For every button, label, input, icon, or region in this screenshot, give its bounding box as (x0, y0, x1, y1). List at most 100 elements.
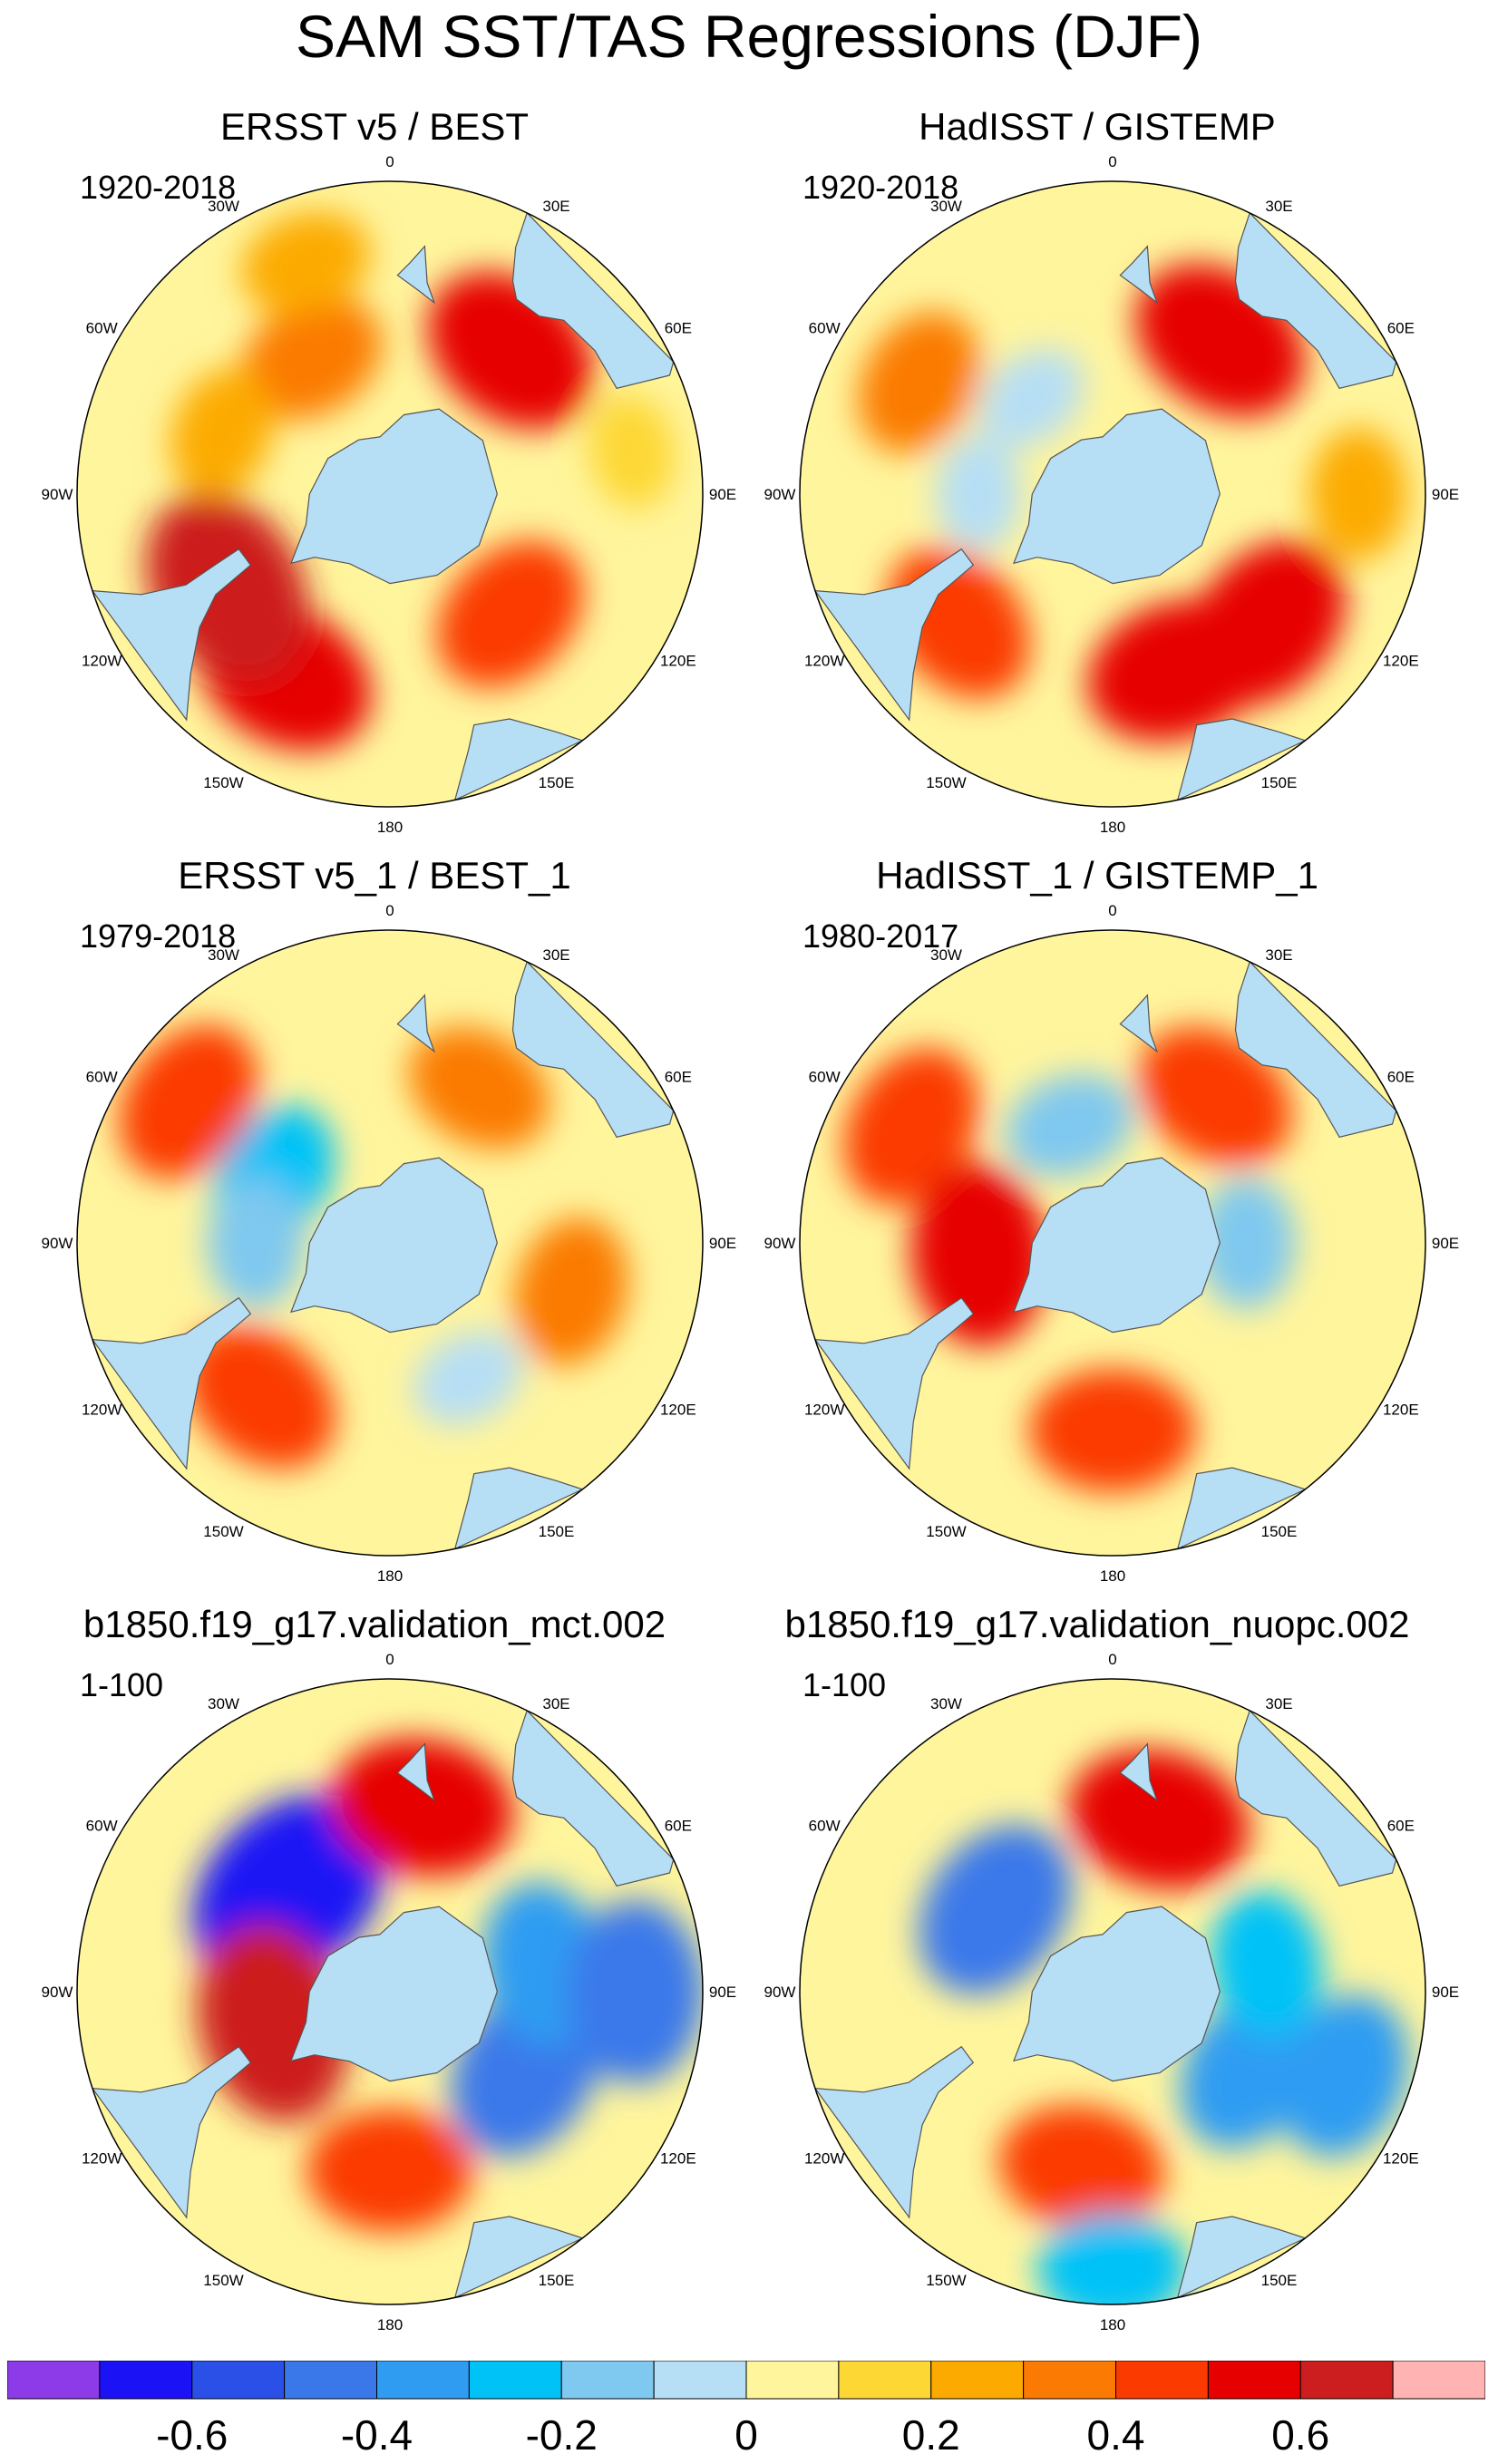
map-panel: b1850.f19_g17.validation_nuopc.002 0 30E 6… (723, 1498, 1472, 2333)
longitude-label: 30E (542, 1695, 569, 1712)
australia-landmass (1234, 211, 1397, 390)
south-america-landmass (813, 1296, 975, 1470)
antarctica-landmass (290, 1157, 498, 1334)
colorbar-swatch (1023, 2361, 1116, 2400)
anomaly-region (588, 393, 676, 509)
period-label: 1979-2018 (80, 917, 237, 955)
colorbar-swatch (1207, 2361, 1301, 2400)
map-boundary (76, 180, 704, 808)
anomaly-region (306, 2109, 473, 2233)
anomaly-region (1309, 428, 1408, 560)
longitude-label: 180 (377, 2316, 403, 2333)
anomaly-region (568, 1899, 703, 2084)
map-panel: ERSST v5 / BEST 0 30E 60E 90E 120E 150E 180 150… (0, 0, 749, 836)
colorbar-swatch (191, 2361, 286, 2400)
longitude-label: 60E (665, 1818, 692, 1835)
longitude-label: 120E (660, 2150, 696, 2168)
colorbar-tick-label: 0.2 (902, 2411, 960, 2459)
longitude-label: 30W (208, 198, 239, 215)
map-panel: HadISST_1 / GISTEMP_1 0 30E 60E 90E 120E 150E… (723, 749, 1472, 1585)
longitude-label: 150W (203, 774, 243, 791)
colorbar-tick-label: -0.6 (156, 2411, 228, 2459)
panel-title: ERSST v5_1 / BEST_1 (178, 854, 571, 897)
polar-map: 0 30E 60E 90E 120E 150E 180 150W 120W 90W 60W 30W (42, 902, 737, 1585)
anomaly-region (998, 2105, 1164, 2230)
longitude-label: 150E (1261, 774, 1298, 791)
map-panel: b1850.f19_g17.validation_mct.002 0 30E 60E… (0, 1498, 749, 2333)
longitude-label: 30W (208, 1695, 239, 1712)
longitude-label: 90W (42, 1984, 73, 2001)
anomaly-region (1211, 1890, 1323, 2039)
new-zealand-landmass (1119, 994, 1159, 1053)
colorbar-swatch (1392, 2361, 1485, 2400)
longitude-label: 90E (709, 1235, 736, 1252)
map-boundary (76, 1678, 704, 2305)
anomaly-region (843, 1048, 979, 1206)
colorbar-swatch (7, 2361, 101, 2400)
australia-landmass (1234, 1709, 1397, 1887)
australia-landmass (511, 1709, 675, 1887)
longitude-label: 150W (926, 2272, 966, 2289)
polar-map: 0 30E 60E 90E 120E 150E 180 150W 120W 90W 60W 30W (42, 153, 737, 836)
new-zealand-landmass (396, 245, 436, 305)
polar-map: 0 30E 60E 90E 120E 150E 180 150W 120W 90W 60W 30W (764, 902, 1460, 1585)
anomaly-region (241, 211, 371, 315)
new-zealand-landmass (1119, 245, 1159, 305)
colorbar-swatch (1115, 2361, 1209, 2400)
longitude-label: 180 (1100, 819, 1125, 836)
longitude-label: 150E (1261, 1523, 1298, 1540)
longitude-label: 150W (926, 774, 966, 791)
map-boundary (799, 929, 1426, 1557)
period-label: 1980-2017 (802, 917, 959, 955)
anomaly-region (910, 1162, 1047, 1346)
longitude-label: 90E (1432, 1984, 1459, 2001)
new-zealand-landmass (396, 1742, 436, 1802)
south-america-landmass (813, 2045, 975, 2219)
longitude-label: 120E (1383, 1402, 1419, 1419)
longitude-label: 60E (665, 320, 692, 337)
longitude-label: 0 (1108, 153, 1116, 170)
colorbar-swatch (838, 2361, 932, 2400)
antarctica-landmass (1013, 1157, 1221, 1334)
period-label: 1920-2018 (802, 169, 959, 206)
anomaly-region (858, 312, 980, 453)
longitude-label: 30W (208, 946, 239, 964)
longitude-label: 60E (1387, 320, 1415, 337)
longitude-label: 60W (86, 1069, 118, 1086)
longitude-label: 0 (1108, 902, 1116, 919)
anomaly-region (1138, 1026, 1292, 1167)
new-zealand-landmass (1119, 1742, 1159, 1802)
new-zealand-landmass (396, 994, 436, 1053)
colorbar-swatch (560, 2361, 655, 2400)
map-boundary (76, 929, 704, 1557)
anomaly-region (331, 1738, 514, 1877)
colorbar-swatch (930, 2361, 1025, 2400)
longitude-label: 120W (804, 653, 844, 670)
map-panel: HadISST / GISTEMP 0 30E 60E 90E 120E 150E 180 1… (723, 0, 1472, 836)
panel-title: b1850.f19_g17.validation_nuopc.002 (784, 1603, 1410, 1645)
anomaly-region (409, 1027, 550, 1150)
longitude-label: 0 (385, 902, 394, 919)
longitude-label: 150W (203, 2272, 243, 2289)
panel-title: b1850.f19_g17.validation_mct.002 (83, 1603, 666, 1645)
south-america-landmass (91, 1296, 252, 1470)
polar-map: 0 30E 60E 90E 120E 150E 180 150W 120W 90W 60W 30W (764, 153, 1460, 836)
longitude-label: 120E (1383, 2150, 1419, 2168)
anomaly-region (413, 1331, 523, 1425)
longitude-label: 30E (1265, 1695, 1292, 1712)
period-label: 1-100 (80, 1666, 164, 1703)
longitude-label: 180 (1100, 2316, 1125, 2333)
longitude-label: 120W (804, 2150, 844, 2168)
colorbar: -0.6 -0.4 -0.2 0 0.2 0.4 0.6 (7, 2361, 1485, 2459)
panel-title: HadISST_1 / GISTEMP_1 (876, 854, 1318, 897)
colorbar-tick-label: -0.2 (526, 2411, 598, 2459)
south-america-landmass (91, 2045, 252, 2219)
longitude-label: 30E (542, 946, 569, 964)
colorbar-swatch (1299, 2361, 1394, 2400)
panel-title: ERSST v5 / BEST (220, 105, 529, 148)
longitude-label: 150E (539, 774, 575, 791)
longitude-label: 90E (709, 1984, 736, 2001)
longitude-label: 60E (1387, 1069, 1415, 1086)
longitude-label: 120W (82, 2150, 122, 2168)
anomaly-region (936, 436, 1022, 552)
